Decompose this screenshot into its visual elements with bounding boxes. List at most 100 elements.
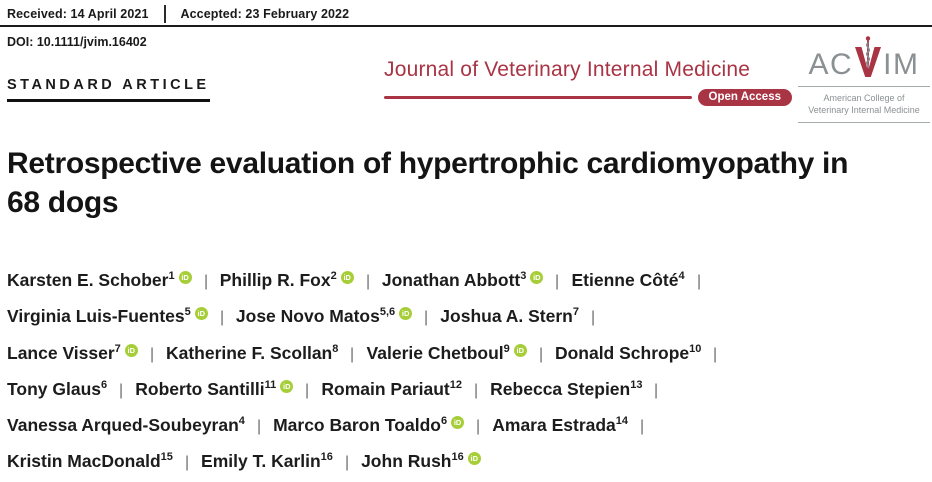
logo-divider-bottom: [798, 122, 930, 124]
acvim-letters-right: IM: [883, 48, 920, 82]
author-affiliation-superscript: 6: [440, 415, 448, 428]
logo-divider-top: [798, 86, 930, 87]
author-affiliation-superscript: 16: [451, 451, 464, 464]
author-affiliation-superscript: 2: [330, 270, 337, 283]
author-separator: |: [591, 309, 595, 327]
acvim-acronym: AC IM: [798, 36, 930, 82]
author-line: Virginia Luis-Fuentes5 iD | Jose Novo Matos…: [7, 298, 925, 334]
article-title-line2: 68 dogs: [7, 186, 119, 219]
author-separator: |: [305, 381, 309, 399]
author-affiliation-superscript: 5,6: [379, 306, 396, 319]
author-separator: |: [476, 418, 480, 436]
author-affiliation-superscript: 16: [320, 451, 333, 464]
author-name: Roberto Santilli11: [135, 378, 277, 399]
author-name: Vanessa Arqued-Soubeyran4: [7, 415, 245, 436]
article-title-line1: Retrospective evaluation of hypertrophic…: [7, 147, 849, 180]
author-name: Tony Glaus6: [7, 378, 108, 399]
dates-divider: [163, 5, 166, 23]
orcid-icon[interactable]: iD: [513, 343, 527, 357]
author-affiliation-superscript: 6: [101, 379, 108, 392]
author-name: Etienne Côté4: [571, 270, 685, 290]
author-separator: |: [654, 381, 659, 399]
author-separator: |: [345, 454, 349, 472]
author-affiliation-superscript: 8: [332, 342, 339, 355]
orcid-icon[interactable]: iD: [399, 307, 413, 321]
author-separator: |: [150, 345, 154, 363]
author-name: Donald Schrope10: [554, 342, 702, 363]
article-type-label: STANDARD ARTICLE: [7, 77, 210, 102]
author-affiliation-superscript: 3: [520, 270, 527, 283]
acvim-letters-left: AC: [808, 48, 854, 82]
top-rule: [0, 25, 932, 27]
author-separator: |: [713, 345, 718, 363]
author-affiliation-superscript: 1: [168, 270, 175, 283]
author-line: Kristin MacDonald15 | Emily T. Karlin16 | Jo…: [7, 443, 925, 479]
orcid-icon[interactable]: iD: [340, 271, 354, 284]
author-name: Marco Baron Toaldo6: [273, 415, 448, 436]
author-affiliation-superscript: 12: [449, 379, 463, 392]
author-affiliation-superscript: 9: [503, 342, 510, 355]
author-name: Jonathan Abbott3: [381, 270, 527, 290]
acvim-v-caduceus-icon: [855, 36, 882, 77]
orcid-icon[interactable]: iD: [178, 271, 192, 284]
author-affiliation-superscript: 15: [160, 451, 173, 464]
author-separator: |: [424, 309, 428, 327]
author-name: Romain Pariaut12: [321, 378, 463, 399]
doi: DOI: 10.1111/jvim.16402: [7, 35, 147, 49]
author-line: Lance Visser7 iD | Katherine F. Scollan8 | Va…: [7, 335, 925, 371]
author-separator: |: [697, 273, 701, 290]
journal-rule: [384, 96, 692, 99]
author-separator: |: [555, 273, 560, 290]
author-name: Kristin MacDonald15: [7, 451, 173, 472]
author-name: Emily T. Karlin16: [201, 451, 333, 472]
author-name: Rebecca Stepien13: [490, 378, 643, 399]
orcid-icon[interactable]: iD: [194, 307, 208, 321]
journal-masthead: Journal of Veterinary Internal Medicine …: [384, 58, 792, 106]
acvim-subtitle-line2: Veterinary Internal Medicine: [808, 104, 920, 115]
author-separator: |: [220, 309, 224, 327]
author-name: Jose Novo Matos5,6: [235, 306, 396, 327]
author-name: Katherine F. Scollan8: [165, 342, 339, 363]
author-name: Amara Estrada14: [492, 415, 629, 436]
orcid-icon[interactable]: iD: [467, 452, 481, 466]
author-separator: |: [203, 273, 208, 290]
author-name: Phillip R. Fox2: [219, 270, 337, 290]
accepted-date: Accepted: 23 February 2022: [180, 7, 350, 21]
author-line: Tony Glaus6 | Roberto Santilli11 iD | Romain …: [7, 371, 925, 407]
acvim-subtitle-line1: American College of: [823, 93, 905, 103]
received-date: Received: 14 April 2021: [7, 7, 149, 21]
author-list: Karsten E. Schober1 iD | Phillip R. Fox2 iD |…: [7, 262, 925, 480]
orcid-icon[interactable]: iD: [280, 379, 294, 393]
author-separator: |: [366, 273, 370, 290]
author-separator: |: [257, 418, 261, 436]
author-separator: |: [119, 381, 123, 399]
author-name: Lance Visser7: [7, 342, 121, 363]
author-affiliation-superscript: 4: [238, 415, 245, 428]
author-affiliation-superscript: 14: [615, 415, 629, 428]
author-separator: |: [474, 381, 478, 399]
orcid-icon[interactable]: iD: [451, 416, 465, 430]
journal-rule-row: Open Access: [384, 89, 792, 106]
orcid-icon[interactable]: iD: [124, 343, 138, 357]
author-affiliation-superscript: 7: [572, 306, 579, 319]
dates-row: Received: 14 April 2021 Accepted: 23 Feb…: [7, 5, 349, 23]
author-line: Karsten E. Schober1 iD | Phillip R. Fox2 iD |…: [7, 262, 925, 298]
author-affiliation-superscript: 13: [630, 379, 643, 392]
author-separator: |: [350, 345, 355, 363]
author-separator: |: [640, 418, 644, 436]
author-separator: |: [539, 345, 543, 363]
author-line: Vanessa Arqued-Soubeyran4 | Marco Baron To…: [7, 407, 925, 443]
journal-name: Journal of Veterinary Internal Medicine: [384, 58, 751, 81]
acvim-subtitle: American College of Veterinary Internal …: [798, 93, 930, 116]
author-separator: |: [185, 454, 189, 472]
author-name: Karsten E. Schober1: [7, 270, 175, 290]
author-affiliation-superscript: 4: [678, 270, 685, 283]
author-affiliation-superscript: 10: [689, 342, 702, 355]
article-title: Retrospective evaluation of hypertrophic…: [7, 144, 925, 222]
author-affiliation-superscript: 5: [184, 306, 191, 319]
orcid-icon[interactable]: iD: [530, 271, 544, 284]
author-name: Virginia Luis-Fuentes5: [7, 306, 191, 327]
author-affiliation-superscript: 7: [114, 342, 121, 355]
author-name: Valerie Chetboul9: [366, 342, 510, 363]
